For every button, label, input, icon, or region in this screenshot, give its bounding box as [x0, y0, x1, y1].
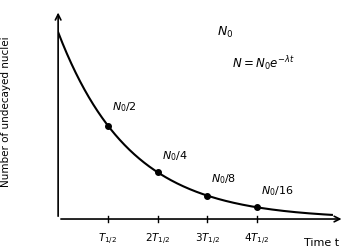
Text: $N_0/2$: $N_0/2$: [112, 100, 137, 114]
Text: $3T_{1/2}$: $3T_{1/2}$: [195, 232, 220, 247]
Text: $N_0$: $N_0$: [217, 26, 233, 40]
Text: $T_{1/2}$: $T_{1/2}$: [98, 232, 117, 247]
Text: $N_0/4$: $N_0/4$: [162, 149, 187, 163]
Text: $N_0/16$: $N_0/16$: [261, 184, 294, 198]
Text: Number of undecayed nuclei: Number of undecayed nuclei: [1, 36, 11, 187]
Text: $4T_{1/2}$: $4T_{1/2}$: [244, 232, 270, 247]
Text: $N = N_0e^{-\lambda t}$: $N = N_0e^{-\lambda t}$: [232, 54, 295, 73]
Text: $N_0/8$: $N_0/8$: [211, 172, 237, 186]
Text: $2T_{1/2}$: $2T_{1/2}$: [145, 232, 171, 247]
Text: Time t: Time t: [304, 238, 339, 248]
